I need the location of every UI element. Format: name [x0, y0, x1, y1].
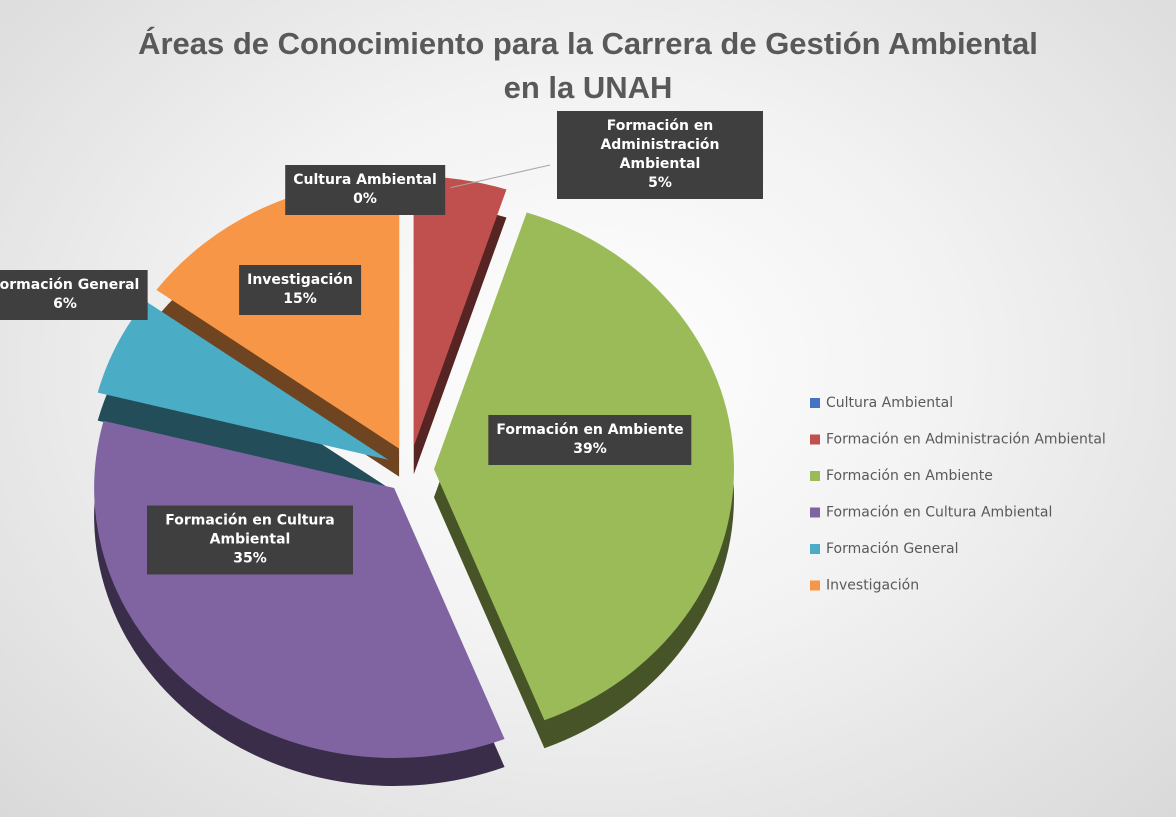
data-label: Investigación 15%	[239, 265, 361, 315]
data-label: Formación General 6%	[0, 270, 148, 320]
slice	[433, 212, 734, 721]
data-label-name: Investigación	[247, 272, 353, 288]
data-label: Formación en Cultura Ambiental 35%	[147, 505, 353, 575]
legend-label: Investigación	[826, 578, 919, 594]
legend-swatch	[810, 398, 820, 408]
data-label: Formación en Administración Ambiental 5%	[557, 111, 763, 199]
legend-swatch	[810, 507, 820, 518]
legend-label: Formación en Cultura Ambiental	[826, 505, 1052, 521]
legend-label: Formación en Ambiente	[826, 468, 993, 484]
slice	[94, 420, 505, 759]
data-label-value: 39%	[573, 441, 607, 457]
leader-line	[450, 164, 551, 189]
legend-swatch	[810, 471, 820, 481]
data-label: Formación en Ambiente 39%	[488, 415, 692, 465]
legend-label: Formación en Administración Ambiental	[826, 432, 1106, 448]
slice	[413, 176, 507, 447]
chart-title: Áreas de Conocimiento para la Carrera de…	[138, 26, 1038, 105]
data-label-value: 5%	[648, 175, 672, 191]
data-label-value: 15%	[283, 291, 317, 307]
data-label-name: Formación en Ambiente	[496, 422, 684, 438]
legend-label: Formación General	[826, 541, 959, 557]
legend-label: Cultura Ambiental	[826, 395, 953, 411]
legend-swatch	[810, 434, 820, 445]
data-label-value: 0%	[353, 191, 377, 207]
data-label: Cultura Ambiental 0%	[285, 165, 445, 215]
data-label-name: Formación en Administración Ambiental	[600, 118, 720, 172]
data-label-name: Formación en Cultura Ambiental	[165, 512, 335, 548]
slice	[97, 301, 389, 460]
legend-swatch	[810, 544, 820, 554]
data-label-name: Cultura Ambiental	[293, 172, 437, 188]
data-label-value: 35%	[233, 550, 267, 567]
legend-swatch	[810, 580, 820, 591]
data-label-name: Formación General	[0, 277, 140, 293]
data-label-value: 6%	[53, 296, 77, 312]
